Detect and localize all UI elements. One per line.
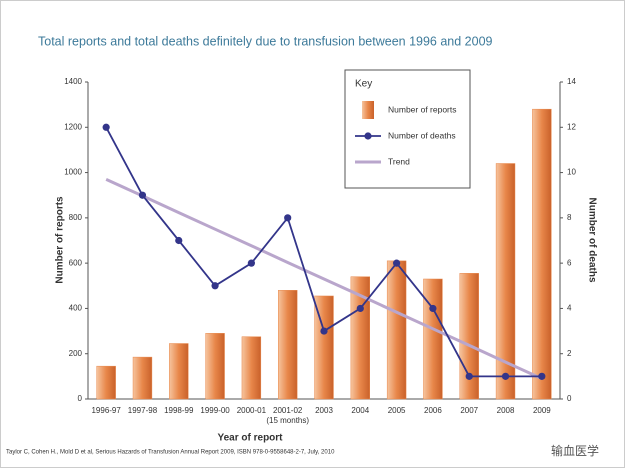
- legend-swatch: [362, 101, 374, 119]
- legend-swatch: [364, 132, 372, 140]
- x-tick-label: 2004: [351, 406, 369, 415]
- y2-tick-label: 10: [567, 168, 576, 177]
- watermark: 输血医学: [551, 443, 599, 458]
- x-tick-label: 2007: [460, 406, 478, 415]
- x-axis-label: Year of report: [217, 433, 283, 444]
- bar: [459, 273, 479, 400]
- bar: [169, 343, 189, 400]
- x-tick-label: 2001-02: [273, 406, 303, 415]
- y2-axis-label: Number of deaths: [586, 197, 597, 282]
- line-point: [138, 191, 147, 199]
- y-tick-label: 1000: [64, 168, 82, 177]
- line-point: [356, 304, 364, 313]
- footnote: Taylor C, Cohen H., Mold D et al, Seriou…: [6, 450, 335, 456]
- line-point: [501, 372, 510, 380]
- legend-label: Number of reports: [388, 104, 457, 114]
- x-tick-label: 1997-98: [128, 406, 158, 415]
- bar: [386, 260, 407, 400]
- y2-tick-label: 6: [567, 258, 572, 267]
- y2-tick-label: 0: [567, 394, 572, 403]
- line-point: [175, 236, 183, 245]
- line-point: [538, 372, 546, 380]
- y2-tick-label: 12: [567, 122, 576, 131]
- bar: [532, 108, 552, 400]
- legend-box: [344, 69, 471, 189]
- line-point: [393, 259, 401, 267]
- bar: [350, 276, 370, 400]
- bar: [423, 278, 443, 400]
- x-tick-label: 2005: [388, 406, 406, 415]
- bar: [96, 365, 116, 400]
- y-tick-label: 1400: [64, 77, 82, 86]
- bar: [278, 290, 298, 400]
- line-point: [465, 372, 473, 380]
- line-point: [429, 304, 437, 313]
- y-tick-label: 600: [69, 258, 83, 267]
- line-point: [247, 259, 255, 267]
- x-tick-label: 2006: [424, 406, 442, 415]
- y-tick-label: 800: [69, 213, 83, 222]
- y2-tick-label: 14: [567, 77, 576, 86]
- y-tick-label: 1200: [64, 122, 82, 131]
- y-tick-label: 0: [78, 394, 83, 403]
- annotation: (15 months): [266, 416, 309, 425]
- x-tick-label: 2008: [497, 406, 515, 415]
- y-tick-label: 200: [69, 349, 83, 358]
- x-tick-label: 1999-00: [200, 406, 230, 415]
- bar: [495, 163, 516, 400]
- y-tick-label: 400: [69, 304, 83, 313]
- bar: [241, 336, 262, 400]
- y2-tick-label: 8: [567, 213, 572, 222]
- bar: [314, 295, 334, 400]
- x-tick-label: 1998-99: [164, 406, 194, 415]
- line-point: [320, 327, 328, 335]
- x-tick-label: 1996-97: [91, 406, 121, 415]
- x-tick-label: 2003: [315, 406, 333, 415]
- y2-tick-label: 4: [567, 304, 572, 313]
- bar: [132, 356, 153, 400]
- line-point: [102, 123, 110, 131]
- trend-line: [105, 177, 543, 380]
- chart-title: Total reports and total deaths definitel…: [38, 34, 493, 48]
- legend-title: Key: [355, 79, 372, 90]
- y-axis-label: Number of reports: [55, 196, 66, 284]
- y2-tick-label: 2: [567, 349, 572, 358]
- x-tick-label: 2009: [533, 406, 551, 415]
- line-point: [211, 282, 219, 290]
- x-tick-label: 2000-01: [237, 406, 267, 415]
- line-point: [284, 214, 292, 222]
- legend-label: Trend: [388, 156, 410, 166]
- bar: [205, 333, 225, 400]
- legend-label: Number of deaths: [388, 130, 456, 140]
